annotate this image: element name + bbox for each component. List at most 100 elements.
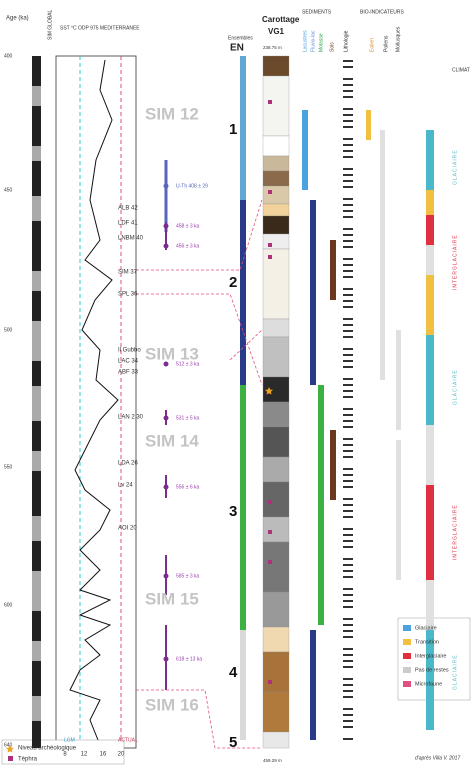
tephra-dot — [163, 183, 169, 189]
sediment-bar — [302, 110, 308, 190]
age-segment — [32, 361, 41, 386]
legend-label: Pas de restes — [415, 667, 449, 673]
bio-column: Eolien — [369, 38, 375, 52]
core-layer — [262, 233, 290, 250]
age-segment — [32, 661, 41, 696]
lithology-hatch — [343, 594, 353, 596]
climate-bar — [426, 245, 434, 275]
lithology-hatch — [343, 498, 353, 500]
age-segment — [32, 106, 41, 146]
core-layer — [262, 731, 290, 749]
sst-label: SST °C ODP 975 MEDITERRANEE — [60, 25, 140, 31]
climate-text: INTERGLACIAIRE — [452, 234, 458, 290]
tephra-square — [268, 560, 272, 564]
core-layer — [262, 626, 290, 653]
core-layer — [262, 203, 290, 217]
core-layer — [262, 691, 290, 733]
sst-tick-label: 12 — [81, 752, 88, 758]
lithology-hatch — [343, 684, 353, 686]
legend-label: Interglaciaire — [415, 653, 447, 659]
lithology-hatch — [343, 534, 353, 536]
ensemble-bar — [240, 56, 246, 200]
age-tick-label: 450 — [4, 187, 13, 193]
core-layer — [262, 456, 290, 483]
core-layer — [262, 516, 290, 543]
climate-text: INTERGLACIAIRE — [452, 504, 458, 560]
lithology-hatch — [343, 504, 353, 506]
sim-stage: SIM 14 — [145, 431, 199, 450]
lithology-hatch — [343, 600, 353, 602]
sediment-column: Lithologie — [343, 30, 349, 52]
age-segment — [32, 421, 41, 451]
ensemble-number: 4 — [229, 664, 238, 681]
lithology-hatch — [343, 66, 353, 68]
symbol-label: Téphra — [18, 757, 38, 763]
lithology-hatch — [343, 690, 353, 692]
lithology-hatch — [343, 576, 353, 578]
age-tick-label: 550 — [4, 464, 13, 470]
ensemble-bar — [240, 630, 246, 740]
lithology-hatch — [343, 630, 353, 632]
lithology-hatch — [343, 468, 353, 470]
lithology-hatch — [343, 234, 353, 236]
age-segment — [32, 721, 41, 748]
lithology-hatch — [343, 228, 353, 230]
event-label: LNBM 40 — [118, 236, 144, 242]
climate-bar — [426, 580, 434, 630]
lithology-hatch — [343, 264, 353, 266]
age-segment — [32, 386, 41, 421]
sst-tick-label: 8 — [63, 752, 67, 758]
sediment-bar — [310, 630, 316, 740]
lithology-hatch — [343, 660, 353, 662]
sst-tick-label: 20 — [118, 752, 125, 758]
lithology-hatch — [343, 426, 353, 428]
legend-swatch — [403, 681, 411, 687]
tephra-square — [268, 500, 272, 504]
tephra-square — [268, 243, 272, 247]
bio-bar — [396, 440, 401, 580]
lithology-hatch — [343, 78, 353, 80]
lithology-hatch — [343, 120, 353, 122]
lithology-hatch — [343, 666, 353, 668]
age-segment — [32, 146, 41, 161]
lithology-hatch — [343, 306, 353, 308]
sim-global-label: SIM GLOBAL — [47, 9, 53, 40]
age-segment — [32, 471, 41, 516]
sediments-label: SEDIMENTS — [302, 9, 332, 15]
legend-swatch — [403, 625, 411, 631]
lithology-hatch — [343, 270, 353, 272]
lithology-hatch — [343, 648, 353, 650]
sim-stage: SIM 15 — [145, 589, 199, 608]
lithology-hatch — [343, 720, 353, 722]
core-layer — [262, 318, 290, 338]
lithology-hatch — [343, 168, 353, 170]
tephra-dot — [163, 656, 169, 662]
legend-swatch — [403, 667, 411, 673]
lithology-hatch — [343, 456, 353, 458]
event-label: AOI 20 — [118, 526, 137, 532]
tephra-date: 458 ± 3 ka — [176, 223, 200, 229]
lithology-hatch — [343, 636, 353, 638]
bio-label: BIO-INDICATEURS — [360, 9, 404, 15]
core-layer — [262, 170, 290, 187]
ensemble-number: 5 — [229, 734, 237, 751]
tephra-date: 556 ± 6 ka — [176, 484, 200, 490]
tephra-square — [268, 530, 272, 534]
sediment-bar — [318, 385, 324, 625]
lithology-hatch — [343, 486, 353, 488]
lithology-hatch — [343, 396, 353, 398]
lithology-hatch — [343, 330, 353, 332]
lithology-hatch — [343, 438, 353, 440]
lgm-label: LGM — [64, 737, 75, 743]
legend-star — [6, 745, 14, 753]
age-segment — [32, 161, 41, 196]
age-segment — [32, 221, 41, 271]
event-label: LAC 34 — [118, 359, 139, 365]
climate-bar — [426, 215, 434, 245]
core-layer — [262, 55, 290, 77]
age-tick-label: 600 — [4, 602, 13, 608]
core-layer — [262, 376, 290, 403]
core-layer — [262, 401, 290, 428]
lithology-hatch — [343, 114, 353, 116]
